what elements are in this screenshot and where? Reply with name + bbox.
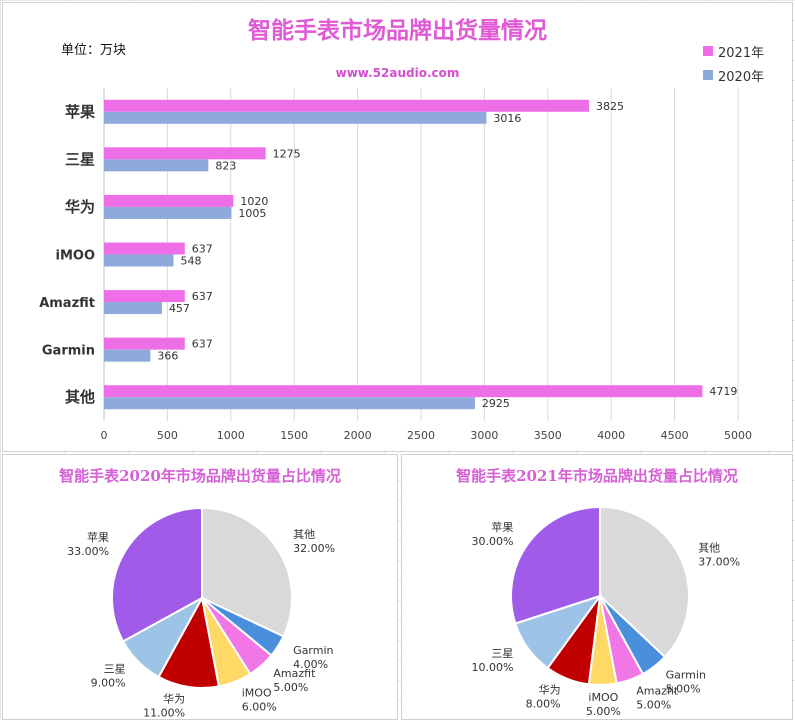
pie-slice-name-label: Garmin [293, 644, 333, 657]
pie-2021-panel[interactable]: 智能手表2021年市场品牌出货量占比情况 其他 37.00% Garmin 5.00%… [401, 454, 793, 720]
bar [104, 242, 185, 255]
pie-slice-name-label: 其他 [293, 528, 315, 541]
pie-slice-name-label: Amazfit [636, 685, 679, 698]
x-tick-label: 3500 [534, 429, 562, 442]
bar-chart-legend: 2021年 2020年 [703, 39, 764, 87]
bar [104, 147, 266, 160]
x-tick-label: 1000 [217, 429, 245, 442]
bar-value-label: 1005 [238, 207, 266, 220]
legend-label-2020: 2020年 [718, 69, 765, 85]
pie-slice-percent-label: 4.00% [293, 658, 328, 671]
bar [104, 349, 151, 362]
y-category-label: 华为 [65, 198, 95, 216]
source-url: www.52audio.com [335, 66, 460, 80]
y-category-label: Amazfit [39, 296, 95, 311]
bar [104, 206, 232, 219]
bar-value-label: 3016 [493, 112, 521, 125]
x-tick-label: 2500 [407, 429, 435, 442]
bar [104, 337, 185, 350]
bar-value-label: 1020 [240, 195, 268, 208]
pie-slice [201, 506, 293, 638]
pie-slice [510, 505, 601, 625]
x-tick-label: 4500 [661, 429, 689, 442]
pie-slice [111, 506, 203, 643]
bar [104, 302, 162, 315]
pie-slice-name-label: Amazfit [273, 667, 316, 680]
bar [104, 159, 209, 172]
bar [104, 290, 185, 303]
bar [104, 99, 590, 112]
pie-slice-percent-label: 6.00% [242, 700, 277, 713]
x-tick-label: 500 [157, 429, 178, 442]
bar-value-label: 637 [192, 338, 213, 351]
bar [104, 194, 234, 207]
bar-value-label: 457 [169, 302, 190, 315]
pie-slice-percent-label: 33.00% [67, 545, 109, 558]
y-category-label: iMOO [56, 249, 96, 264]
pie-slice-name-label: 其他 [698, 542, 720, 555]
y-category-label: Garmin [42, 344, 95, 359]
bar-value-label: 366 [157, 350, 178, 363]
pie-slice-name-label: iMOO [588, 691, 618, 704]
bar-value-label: 1275 [273, 147, 301, 160]
pie-slice-percent-label: 30.00% [471, 535, 513, 548]
bar [104, 254, 174, 267]
y-category-label: 苹果 [65, 103, 96, 121]
x-tick-label: 4000 [597, 429, 625, 442]
pie-slice-name-label: iMOO [242, 686, 272, 699]
pie-slice-name-label: 三星 [491, 647, 513, 660]
x-tick-label: 3000 [470, 429, 498, 442]
bar [104, 111, 487, 124]
unit-label: 单位：万块 [61, 43, 127, 58]
pie-slice-name-label: 苹果 [87, 530, 109, 544]
bar-value-label: 637 [192, 290, 213, 303]
pie-slice-name-label: 三星 [104, 662, 126, 675]
bar-chart-panel[interactable]: 智能手表市场品牌出货量情况 单位：万块 www.52audio.com 2021… [2, 2, 793, 452]
bar-chart-plot: 0 500 1000 1500 2000 2500 3000 3500 4000 4500 5000… [39, 88, 752, 442]
bar-value-label: 637 [192, 243, 213, 256]
legend-item-2020: 2020年 [703, 63, 764, 87]
pie-2021-plot: 其他37.00%Garmin5.00%Amazfit5.00%iMOO5.00%… [471, 505, 740, 718]
legend-label-2021: 2021年 [718, 45, 765, 61]
pie-slice [599, 505, 690, 659]
pie-slice-percent-label: 5.00% [666, 683, 701, 696]
pie-slice-percent-label: 37.00% [698, 556, 740, 569]
pie-slice-percent-label: 11.00% [143, 707, 185, 719]
pie-slice-name-label: 苹果 [491, 520, 513, 534]
bar-value-label: 2925 [482, 397, 510, 410]
pie-slice-percent-label: 9.00% [91, 676, 126, 689]
pie-slice-percent-label: 32.00% [293, 542, 335, 555]
pie-2020-panel[interactable]: 智能手表2020年市场品牌出货量占比情况 其他 32.00% Garmin 4.00%… [2, 454, 398, 720]
pie-slice-percent-label: 8.00% [526, 697, 561, 710]
pie-slice-percent-label: 5.00% [586, 705, 621, 718]
pie-slice-name-label: 华为 [163, 692, 185, 706]
bar-chart-title: 智能手表市场品牌出货量情况 [248, 18, 547, 44]
bar-value-label: 4719 [709, 385, 737, 398]
pie-slice-percent-label: 5.00% [636, 699, 671, 712]
x-tick-label: 0 [101, 429, 108, 442]
bar [104, 385, 703, 398]
pie-2021-title: 智能手表2021年市场品牌出货量占比情况 [456, 467, 738, 485]
legend-swatch-2021 [703, 46, 713, 56]
y-category-label: 其他 [65, 388, 95, 406]
bar [104, 397, 475, 410]
bar-value-label: 548 [180, 255, 201, 268]
pie-slice-percent-label: 10.00% [471, 661, 513, 674]
pie-slice-percent-label: 5.00% [273, 681, 308, 694]
legend-swatch-2020 [703, 70, 713, 80]
legend-item-2021: 2021年 [703, 39, 764, 63]
bar-value-label: 3825 [596, 100, 624, 113]
pie-2020-title: 智能手表2020年市场品牌出货量占比情况 [59, 467, 341, 485]
bar-value-label: 823 [215, 159, 236, 172]
x-tick-label: 5000 [724, 429, 752, 442]
pie-slice-name-label: 华为 [539, 682, 561, 696]
y-category-label: 三星 [65, 150, 95, 168]
x-tick-label: 2000 [344, 429, 372, 442]
pie-slice-name-label: Garmin [666, 669, 706, 682]
x-tick-label: 1500 [280, 429, 308, 442]
